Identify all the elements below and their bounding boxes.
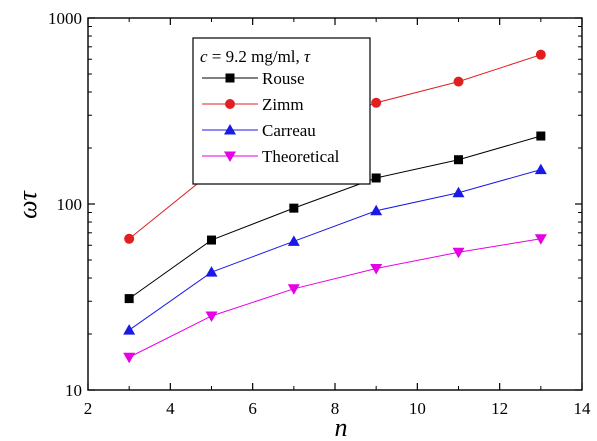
data-point-rouse <box>289 203 299 213</box>
legend-title-tau: τ <box>304 47 311 66</box>
data-point-theoretical <box>287 284 300 295</box>
legend-title-c: c <box>200 47 208 66</box>
data-point-zimm <box>124 233 135 244</box>
legend: c = 9.2 mg/ml, τ Rouse Zimm Carreau Theoret… <box>192 37 371 185</box>
x-tick-label: 4 <box>166 399 175 418</box>
data-point-carreau <box>452 186 465 198</box>
legend-label-theoretical: Theoretical <box>262 147 340 166</box>
series-line-carreau <box>128 169 541 331</box>
x-axis-title: n <box>335 413 348 441</box>
x-tick-label: 6 <box>248 399 257 418</box>
y-tick-label: 1000 <box>48 9 82 28</box>
x-tick-label: 14 <box>574 399 592 418</box>
legend-item-carreau: Carreau <box>202 121 316 140</box>
legend-label-rouse: Rouse <box>262 69 305 88</box>
legend-box <box>192 37 371 185</box>
y-axis-title: ωτ <box>13 189 42 218</box>
series-rouse <box>124 131 546 304</box>
y-tick-label: 10 <box>65 381 82 400</box>
data-point-rouse <box>371 173 381 183</box>
legend-label-zimm: Zimm <box>262 95 304 114</box>
legend-title: c = 9.2 mg/ml, τ <box>200 47 311 66</box>
data-point-rouse <box>124 294 134 304</box>
data-point-carreau <box>287 235 300 246</box>
data-point-carreau <box>534 163 547 175</box>
x-tick-label: 2 <box>84 399 93 418</box>
legend-title-text: = 9.2 mg/ml, <box>208 47 304 66</box>
data-point-zimm <box>535 49 546 60</box>
legend-marker-theoretical <box>224 151 236 162</box>
data-point-carreau <box>123 324 136 335</box>
x-tick-label: 12 <box>491 399 508 418</box>
series-line-rouse <box>128 135 541 300</box>
legend-item-theoretical: Theoretical <box>202 147 340 166</box>
data-point-carreau <box>205 266 218 277</box>
data-point-theoretical <box>123 352 136 364</box>
legend-marker-rouse <box>225 73 235 83</box>
legend-item-rouse: Rouse <box>202 69 305 88</box>
x-tick-label: 10 <box>409 399 426 418</box>
axes: 2 4 6 8 10 12 14 10 100 1000 <box>48 9 591 418</box>
data-point-carreau <box>370 204 383 216</box>
series-line-theoretical <box>128 238 541 358</box>
data-point-zimm <box>371 97 382 108</box>
y-tick-label: 100 <box>57 195 83 214</box>
x-tick-label: 8 <box>331 399 340 418</box>
data-point-theoretical <box>370 264 383 275</box>
legend-marker-carreau <box>224 124 236 135</box>
data-point-theoretical <box>534 234 547 245</box>
data-point-zimm <box>453 76 464 87</box>
series-theoretical <box>123 234 547 364</box>
legend-label-carreau: Carreau <box>262 121 316 140</box>
series-carreau <box>123 163 547 335</box>
data-point-rouse <box>536 131 546 141</box>
data-point-rouse <box>207 235 216 245</box>
data-point-theoretical <box>205 311 218 322</box>
data-point-theoretical <box>452 247 465 259</box>
data-point-rouse <box>454 155 463 165</box>
legend-item-zimm: Zimm <box>202 95 304 114</box>
legend-marker-zimm <box>225 99 235 109</box>
